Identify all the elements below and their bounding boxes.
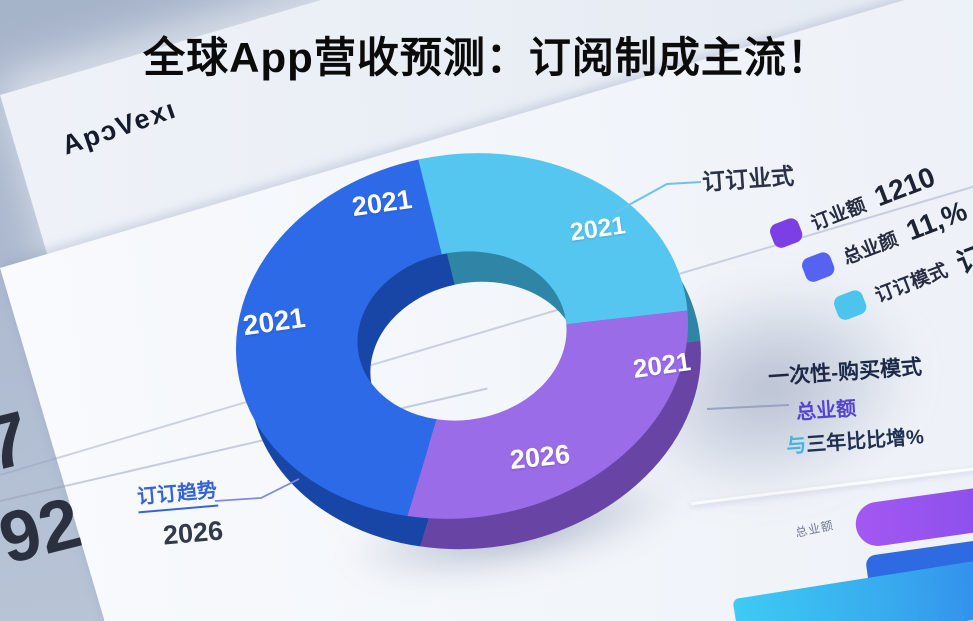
callout-subscription-trend: 订订趋势 [135,473,219,514]
page-title: 全球App营收预测：订阅制成主流！ [143,34,830,81]
callout-yoy-prefix: 与 [785,434,808,458]
ring-label-purple-bottom: 2026 [508,438,572,476]
callout-subscription-model: 订订业式 [701,162,795,196]
callout-trend-year: 2026 [161,515,225,551]
callout-total-revenue: 总业额 [795,397,857,425]
